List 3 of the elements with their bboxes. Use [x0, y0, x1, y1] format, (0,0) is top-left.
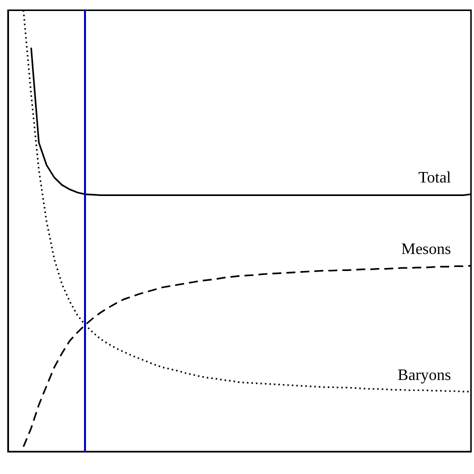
series-label: Mesons [401, 240, 451, 258]
series-label: Total [418, 169, 452, 186]
series-label: Baryons [398, 366, 451, 384]
